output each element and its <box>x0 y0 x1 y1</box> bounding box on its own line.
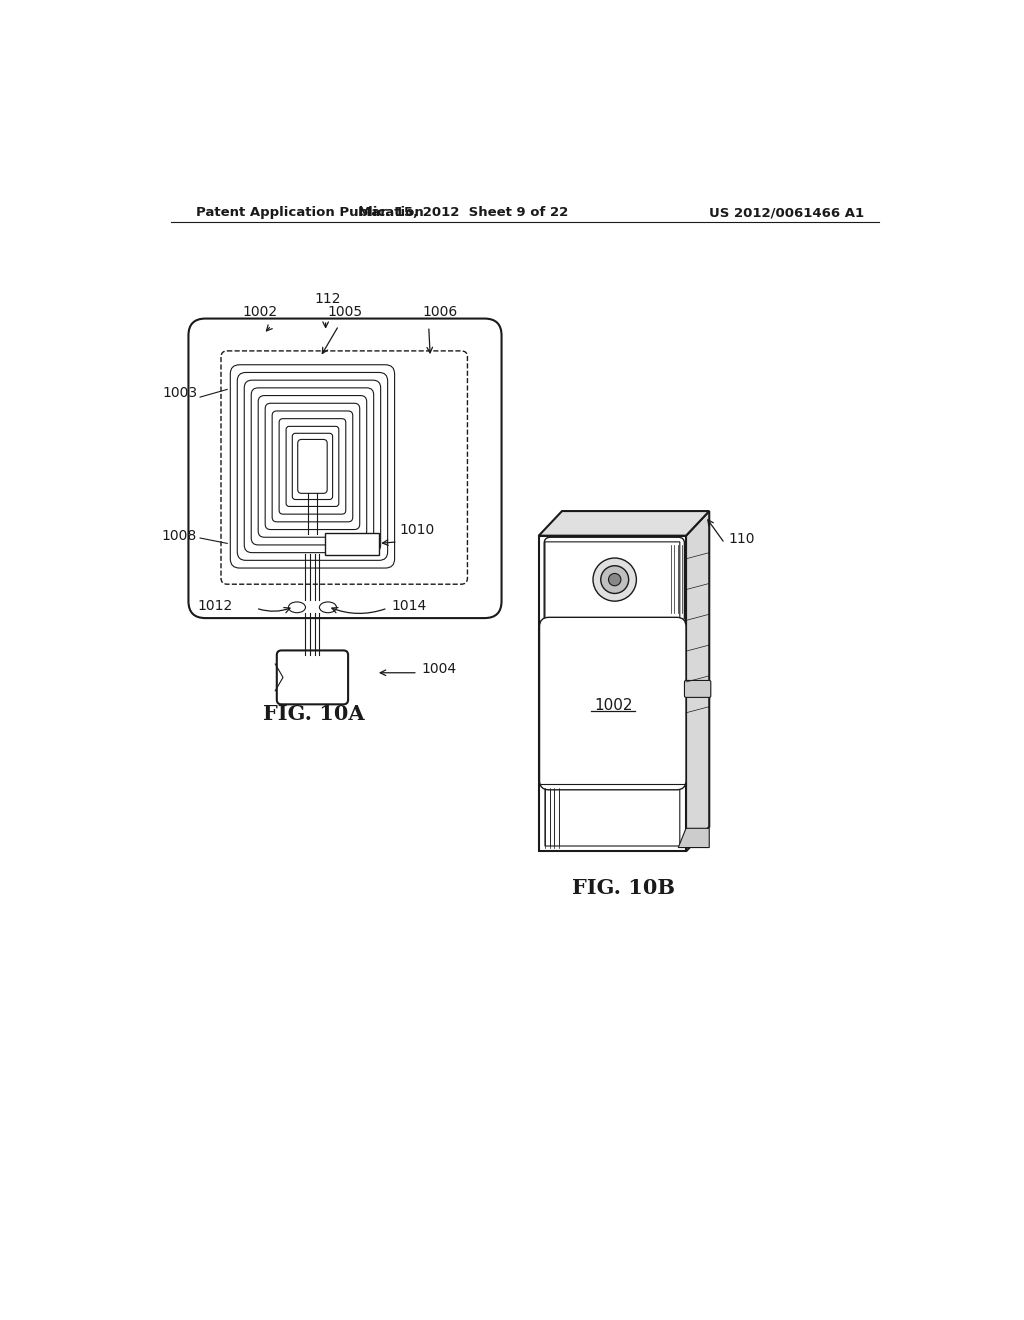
Text: 1008: 1008 <box>161 528 197 543</box>
Text: 1012: 1012 <box>198 599 232 612</box>
FancyBboxPatch shape <box>325 533 379 554</box>
Text: Mar. 15, 2012  Sheet 9 of 22: Mar. 15, 2012 Sheet 9 of 22 <box>357 206 568 219</box>
Text: 1004: 1004 <box>421 661 456 676</box>
Circle shape <box>601 566 629 594</box>
Text: 1010: 1010 <box>399 523 434 537</box>
FancyBboxPatch shape <box>684 681 711 697</box>
Text: 1014: 1014 <box>391 599 427 612</box>
Text: FIG. 10B: FIG. 10B <box>572 878 676 898</box>
Polygon shape <box>678 829 710 847</box>
Text: 112: 112 <box>314 292 341 306</box>
FancyBboxPatch shape <box>276 651 348 705</box>
Text: 110: 110 <box>729 532 755 546</box>
FancyBboxPatch shape <box>188 318 502 618</box>
Text: 1003: 1003 <box>163 385 198 400</box>
Text: 1002: 1002 <box>594 697 633 713</box>
FancyBboxPatch shape <box>540 618 686 789</box>
Polygon shape <box>539 511 710 536</box>
Polygon shape <box>539 536 686 851</box>
Circle shape <box>593 558 636 601</box>
Text: FIG. 10A: FIG. 10A <box>263 705 365 725</box>
Text: 1002: 1002 <box>243 305 278 319</box>
Circle shape <box>608 573 621 586</box>
Text: US 2012/0061466 A1: US 2012/0061466 A1 <box>710 206 864 219</box>
Ellipse shape <box>289 602 305 612</box>
Text: 1006: 1006 <box>423 305 458 319</box>
Text: Patent Application Publication: Patent Application Publication <box>197 206 424 219</box>
Ellipse shape <box>319 602 337 612</box>
FancyBboxPatch shape <box>298 440 328 494</box>
Text: 1005: 1005 <box>328 305 362 319</box>
Polygon shape <box>686 511 710 851</box>
